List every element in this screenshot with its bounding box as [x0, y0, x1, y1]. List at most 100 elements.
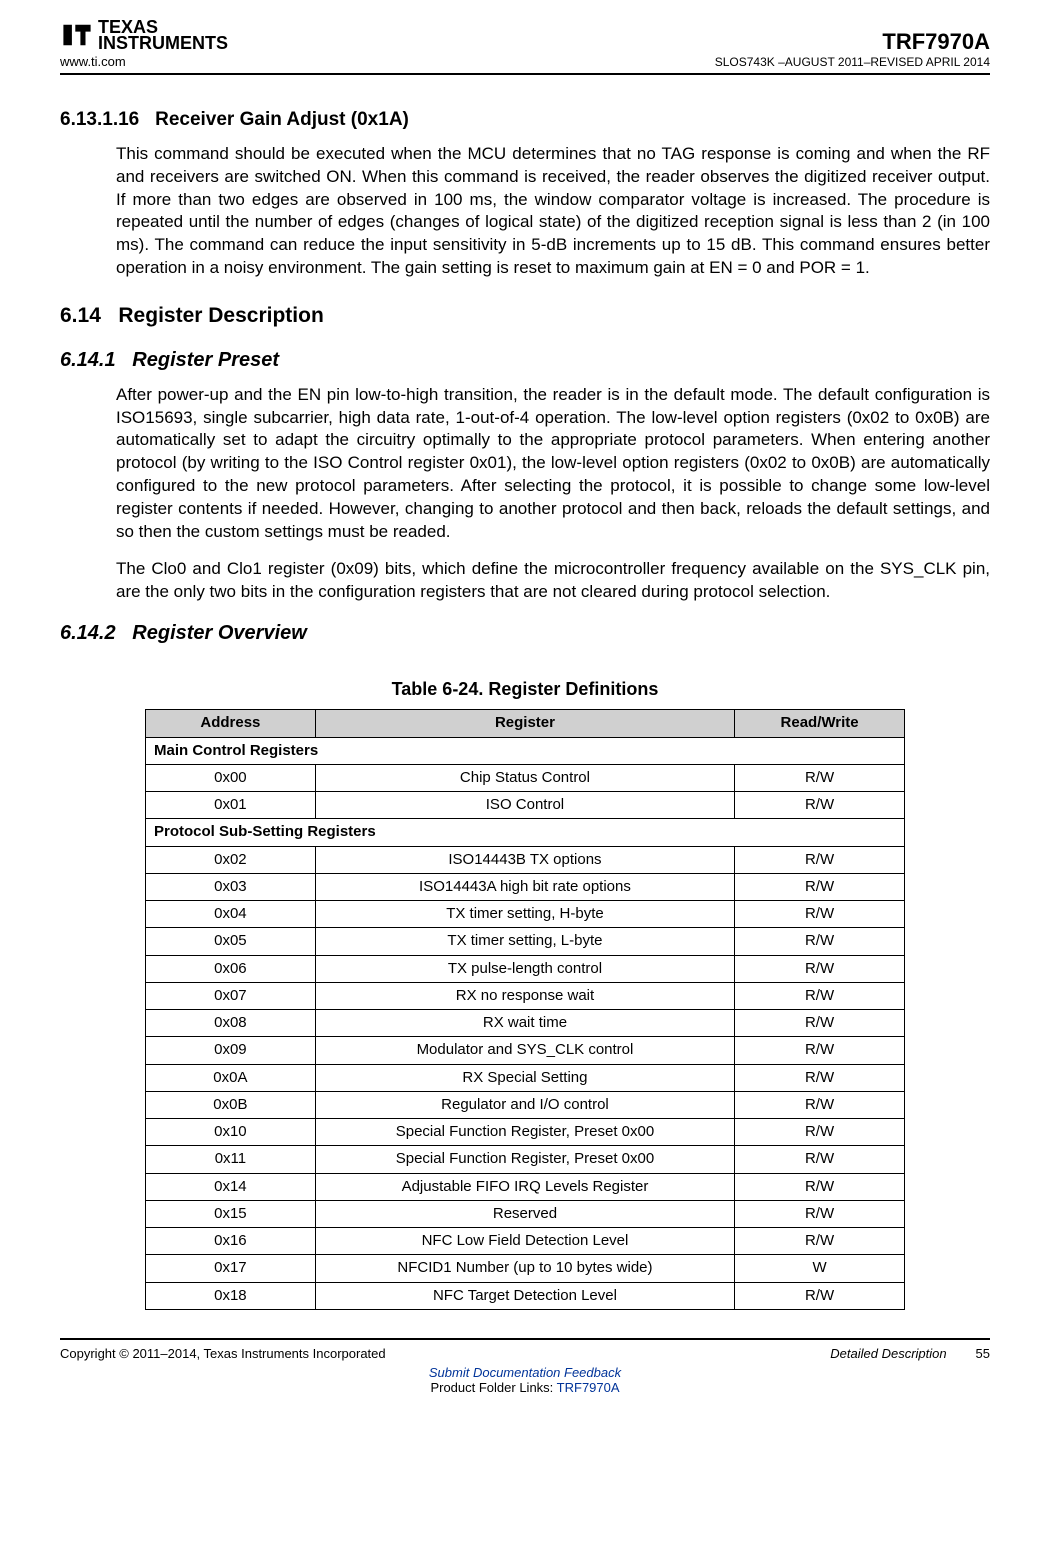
table-cell-rw: R/W — [735, 901, 905, 928]
hnum: 6.13.1.16 — [60, 109, 139, 130]
table-cell-reg: NFC Target Detection Level — [315, 1282, 734, 1309]
table-cell-rw: R/W — [735, 873, 905, 900]
col-address: Address — [146, 710, 316, 737]
table-cell-rw: R/W — [735, 928, 905, 955]
table-row: 0x05TX timer setting, L-byteR/W — [146, 928, 905, 955]
register-definitions-table: Address Register Read/Write Main Control… — [145, 709, 905, 1310]
table-cell-rw: R/W — [735, 1037, 905, 1064]
header-url[interactable]: www.ti.com — [60, 54, 228, 69]
table-row: 0x18NFC Target Detection LevelR/W — [146, 1282, 905, 1309]
table-header-row: Address Register Read/Write — [146, 710, 905, 737]
table-cell-addr: 0x07 — [146, 982, 316, 1009]
footer-section-name: Detailed Description — [830, 1346, 946, 1361]
table-cell-reg: ISO14443A high bit rate options — [315, 873, 734, 900]
heading-6-14: 6.14 Register Description — [60, 302, 990, 330]
table-cell-reg: ISO14443B TX options — [315, 846, 734, 873]
page-header: TEXAS INSTRUMENTS www.ti.com TRF7970A SL… — [60, 18, 990, 75]
table-cell-rw: R/W — [735, 1091, 905, 1118]
table-row: 0x15ReservedR/W — [146, 1200, 905, 1227]
table-row: 0x08RX wait timeR/W — [146, 1010, 905, 1037]
table-cell-reg: ISO Control — [315, 792, 734, 819]
table-cell-addr: 0x04 — [146, 901, 316, 928]
page-footer: Copyright © 2011–2014, Texas Instruments… — [60, 1338, 990, 1395]
table-cell-rw: W — [735, 1255, 905, 1282]
table-row: 0x00Chip Status ControlR/W — [146, 764, 905, 791]
table-cell-addr: 0x14 — [146, 1173, 316, 1200]
table-row: 0x0ARX Special SettingR/W — [146, 1064, 905, 1091]
table-cell-reg: TX timer setting, H-byte — [315, 901, 734, 928]
table-cell-rw: R/W — [735, 1146, 905, 1173]
page-number: 55 — [976, 1346, 990, 1361]
table-row: 0x14Adjustable FIFO IRQ Levels RegisterR… — [146, 1173, 905, 1200]
part-number: TRF7970A — [715, 29, 990, 55]
heading-6-14-2: 6.14.2 Register Overview — [60, 620, 990, 647]
table-section-header: Protocol Sub-Setting Registers — [146, 819, 905, 846]
table-cell-reg: Modulator and SYS_CLK control — [315, 1037, 734, 1064]
table-cell-reg: TX pulse-length control — [315, 955, 734, 982]
table-cell-rw: R/W — [735, 1173, 905, 1200]
table-cell-reg: Regulator and I/O control — [315, 1091, 734, 1118]
pf-prefix: Product Folder Links: — [430, 1380, 556, 1395]
copyright: Copyright © 2011–2014, Texas Instruments… — [60, 1346, 386, 1361]
table-cell-addr: 0x17 — [146, 1255, 316, 1282]
table-cell-addr: 0x01 — [146, 792, 316, 819]
table-row: 0x10Special Function Register, Preset 0x… — [146, 1119, 905, 1146]
table-row: 0x07RX no response waitR/W — [146, 982, 905, 1009]
table-title: Table 6-24. Register Definitions — [60, 677, 990, 701]
table-cell-reg: Special Function Register, Preset 0x00 — [315, 1146, 734, 1173]
table-row: 0x09Modulator and SYS_CLK controlR/W — [146, 1037, 905, 1064]
table-cell-reg: Chip Status Control — [315, 764, 734, 791]
table-row: Main Control Registers — [146, 737, 905, 764]
table-cell-addr: 0x11 — [146, 1146, 316, 1173]
table-cell-addr: 0x06 — [146, 955, 316, 982]
table-cell-reg: RX wait time — [315, 1010, 734, 1037]
table-row: 0x01ISO ControlR/W — [146, 792, 905, 819]
table-cell-addr: 0x02 — [146, 846, 316, 873]
para-2: After power-up and the EN pin low-to-hig… — [60, 384, 990, 545]
heading-6-14-1: 6.14.1 Register Preset — [60, 347, 990, 374]
htitle: Register Overview — [132, 622, 307, 644]
table-cell-reg: TX timer setting, L-byte — [315, 928, 734, 955]
table-row: 0x04TX timer setting, H-byteR/W — [146, 901, 905, 928]
hnum: 6.14 — [60, 304, 101, 327]
table-cell-rw: R/W — [735, 982, 905, 1009]
table-cell-addr: 0x10 — [146, 1119, 316, 1146]
table-cell-rw: R/W — [735, 1228, 905, 1255]
table-cell-rw: R/W — [735, 1010, 905, 1037]
table-cell-rw: R/W — [735, 1282, 905, 1309]
table-cell-addr: 0x15 — [146, 1200, 316, 1227]
table-cell-addr: 0x0B — [146, 1091, 316, 1118]
table-row: 0x17NFCID1 Number (up to 10 bytes wide)W — [146, 1255, 905, 1282]
htitle: Receiver Gain Adjust (0x1A) — [155, 109, 409, 130]
table-row: 0x03ISO14443A high bit rate optionsR/W — [146, 873, 905, 900]
ti-logo-icon — [60, 18, 94, 52]
col-register: Register — [315, 710, 734, 737]
table-cell-rw: R/W — [735, 1200, 905, 1227]
table-row: Protocol Sub-Setting Registers — [146, 819, 905, 846]
table-cell-addr: 0x09 — [146, 1037, 316, 1064]
table-row: 0x0BRegulator and I/O controlR/W — [146, 1091, 905, 1118]
table-section-header: Main Control Registers — [146, 737, 905, 764]
table-cell-addr: 0x16 — [146, 1228, 316, 1255]
para-1: This command should be executed when the… — [60, 143, 990, 281]
product-folder-link[interactable]: TRF7970A — [557, 1380, 620, 1395]
table-cell-reg: Special Function Register, Preset 0x00 — [315, 1119, 734, 1146]
table-row: 0x06TX pulse-length controlR/W — [146, 955, 905, 982]
table-cell-reg: RX Special Setting — [315, 1064, 734, 1091]
htitle: Register Preset — [132, 349, 279, 371]
doc-info: SLOS743K –AUGUST 2011–REVISED APRIL 2014 — [715, 55, 990, 69]
table-cell-rw: R/W — [735, 955, 905, 982]
table-cell-addr: 0x08 — [146, 1010, 316, 1037]
table-cell-reg: Reserved — [315, 1200, 734, 1227]
table-cell-rw: R/W — [735, 1119, 905, 1146]
table-cell-rw: R/W — [735, 792, 905, 819]
table-cell-rw: R/W — [735, 846, 905, 873]
table-row: 0x16NFC Low Field Detection LevelR/W — [146, 1228, 905, 1255]
table-cell-reg: NFCID1 Number (up to 10 bytes wide) — [315, 1255, 734, 1282]
submit-feedback-link[interactable]: Submit Documentation Feedback — [429, 1365, 621, 1380]
logo-text-2: INSTRUMENTS — [98, 35, 228, 51]
hnum: 6.14.2 — [60, 622, 116, 644]
table-row: 0x11Special Function Register, Preset 0x… — [146, 1146, 905, 1173]
htitle: Register Description — [118, 304, 323, 327]
table-cell-addr: 0x00 — [146, 764, 316, 791]
